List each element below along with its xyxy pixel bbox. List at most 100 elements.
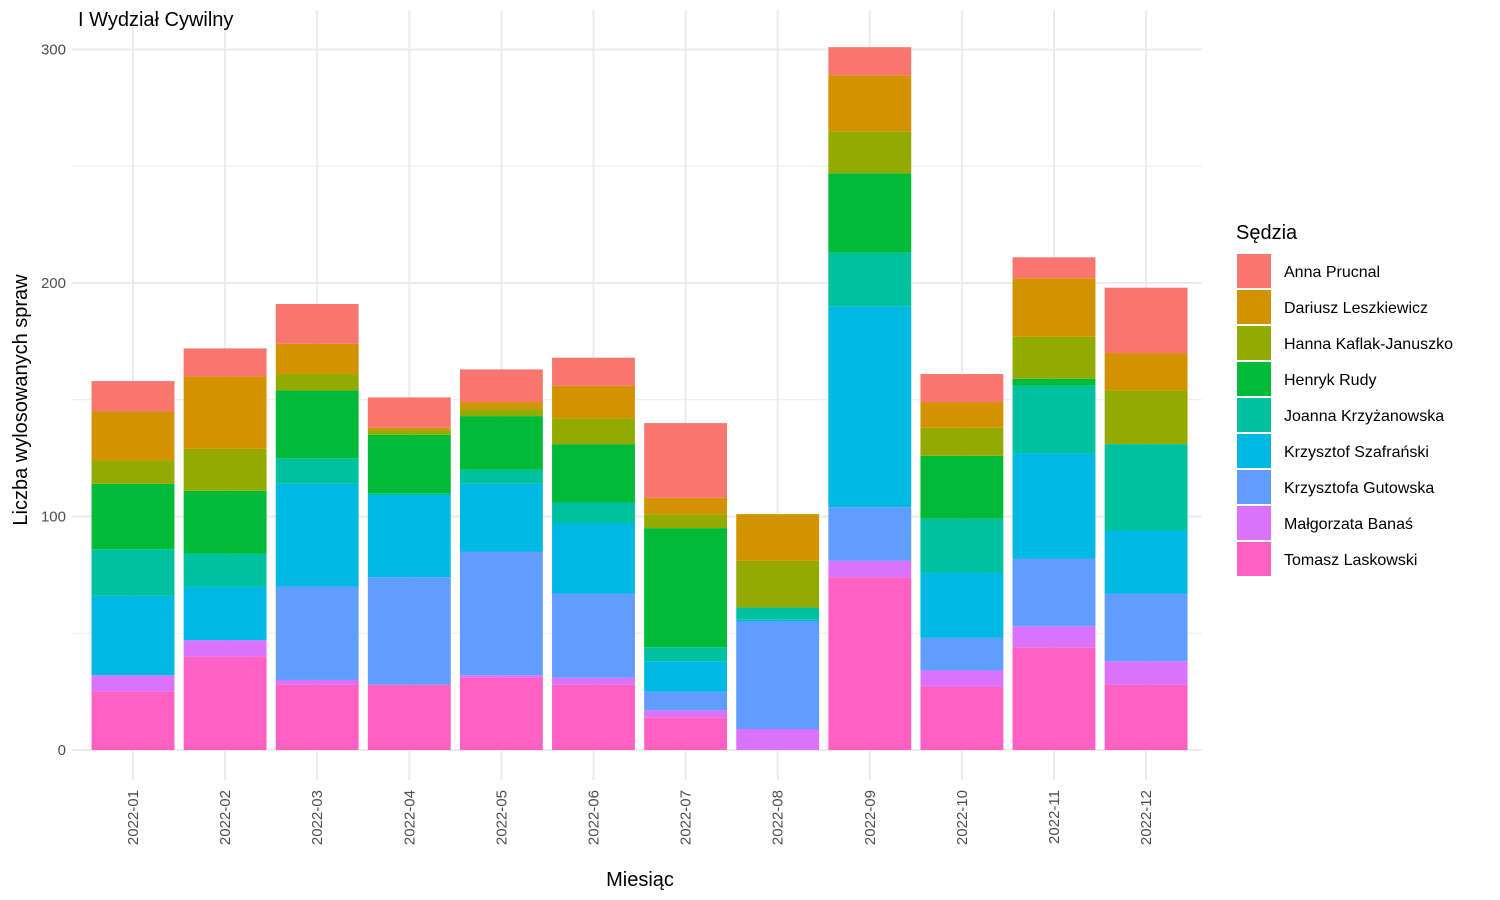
bar-segment (459, 402, 543, 410)
bar-segment (644, 661, 728, 692)
bar-segment (736, 514, 820, 561)
legend-label: Krzysztof Szafrański (1284, 444, 1429, 461)
legend-title: Sędzia (1236, 222, 1298, 244)
bar-segment (183, 656, 267, 750)
bar-segment (552, 593, 635, 678)
legend-swatch (1237, 290, 1271, 324)
bar-segment (920, 402, 1004, 428)
legend: Sędzia Anna Prucnal Dariusz Leszkiewicz Ha… (1236, 222, 1453, 576)
bar-segment (459, 409, 543, 417)
x-tick-label: 2022-01 (125, 790, 142, 845)
bar-segment (1104, 684, 1188, 750)
bar-segment (275, 586, 359, 680)
bar-segment (275, 304, 359, 344)
bar-segment (552, 444, 635, 503)
bar-segment (459, 675, 543, 678)
bar-segment (828, 577, 912, 750)
bar-segment (1104, 530, 1188, 594)
legend-swatch (1237, 506, 1271, 540)
bar-segment (552, 502, 635, 524)
bar-segment (367, 427, 451, 431)
x-tick-label: 2022-02 (217, 790, 234, 845)
bar-segment (920, 427, 1004, 456)
bar-segment (1012, 453, 1096, 559)
bar-segment (1012, 626, 1096, 648)
bar-segment (183, 376, 267, 449)
bar-segment (275, 684, 359, 750)
bar-segment (920, 455, 1004, 519)
bar-segment (920, 518, 1004, 573)
bar-segment (1012, 558, 1096, 627)
bar-segment (367, 493, 451, 496)
bar-segment (1012, 647, 1096, 750)
bar-segment (552, 684, 635, 750)
legend-swatch (1237, 326, 1271, 360)
bar-segment (1104, 353, 1188, 391)
bar-segment (920, 572, 1004, 638)
bar-segment (920, 686, 1004, 750)
x-tick-label: 2022-04 (401, 790, 418, 845)
bar-segment (828, 306, 912, 508)
bar-segment (183, 586, 267, 641)
legend-swatch (1237, 398, 1271, 432)
bar-segment (644, 647, 728, 662)
y-tick-label: 0 (58, 742, 66, 759)
x-tick-label: 2022-06 (586, 790, 603, 845)
bar-segment (552, 357, 635, 386)
bar-segment (644, 514, 728, 529)
bar-segment (736, 621, 820, 729)
bar-segment (736, 619, 820, 622)
y-axis-title: Liczba wylosowanych spraw (10, 274, 32, 526)
bar-segment (828, 560, 912, 578)
chart-title: I Wydział Cywilny (78, 9, 233, 31)
bar-segment (828, 173, 912, 253)
bar-segment (1104, 287, 1188, 354)
bar-segment (183, 553, 267, 587)
bar-segment (367, 684, 451, 750)
bars (91, 47, 1188, 751)
bar-segment (1012, 257, 1096, 279)
bar-segment (736, 728, 820, 750)
bar-segment (552, 523, 635, 594)
bar-segment (275, 483, 359, 587)
bar-segment (183, 448, 267, 491)
bar-segment (1104, 661, 1188, 685)
legend-label: Tomasz Laskowski (1284, 552, 1417, 569)
bar-segment (1104, 390, 1188, 445)
bar-segment (183, 640, 267, 657)
y-tick-label: 300 (41, 42, 66, 59)
bar-segment (920, 374, 1004, 403)
legend-swatch (1237, 434, 1271, 468)
bar-segment (736, 607, 820, 620)
legend-label: Krzysztofa Gutowska (1284, 480, 1434, 497)
bar-segment (183, 490, 267, 554)
bar-segment (459, 469, 543, 484)
bar-segment (552, 418, 635, 445)
bar-segment (736, 560, 820, 608)
bar-segment (91, 675, 175, 692)
bar-segment (644, 710, 728, 718)
x-tick-label: 2022-10 (954, 790, 971, 845)
x-axis-ticks: 2022-01 2022-02 2022-03 2022-04 2022-05 2022-… (125, 790, 1155, 845)
bar-segment (91, 691, 175, 751)
bar-segment (275, 679, 359, 685)
bar-segment (552, 677, 635, 685)
bar-segment (183, 348, 267, 377)
bar-segment (275, 374, 359, 391)
bar-segment (91, 483, 175, 550)
bar-segment (828, 75, 912, 132)
x-tick-label: 2022-08 (770, 790, 787, 845)
bar-segment (1012, 378, 1096, 386)
bar-segment (91, 381, 175, 412)
bar-segment (91, 549, 175, 596)
bar-segment (828, 252, 912, 307)
y-tick-label: 100 (41, 509, 66, 526)
y-axis-ticks: 0 100 200 300 (41, 42, 66, 760)
legend-label: Anna Prucnal (1284, 264, 1380, 281)
bar-segment (367, 430, 451, 435)
legend-label: Hanna Kaflak-Januszko (1284, 336, 1453, 353)
x-axis-title: Miesiąc (606, 869, 674, 891)
bar-segment (828, 47, 912, 76)
legend-label: Dariusz Leszkiewicz (1284, 300, 1428, 317)
